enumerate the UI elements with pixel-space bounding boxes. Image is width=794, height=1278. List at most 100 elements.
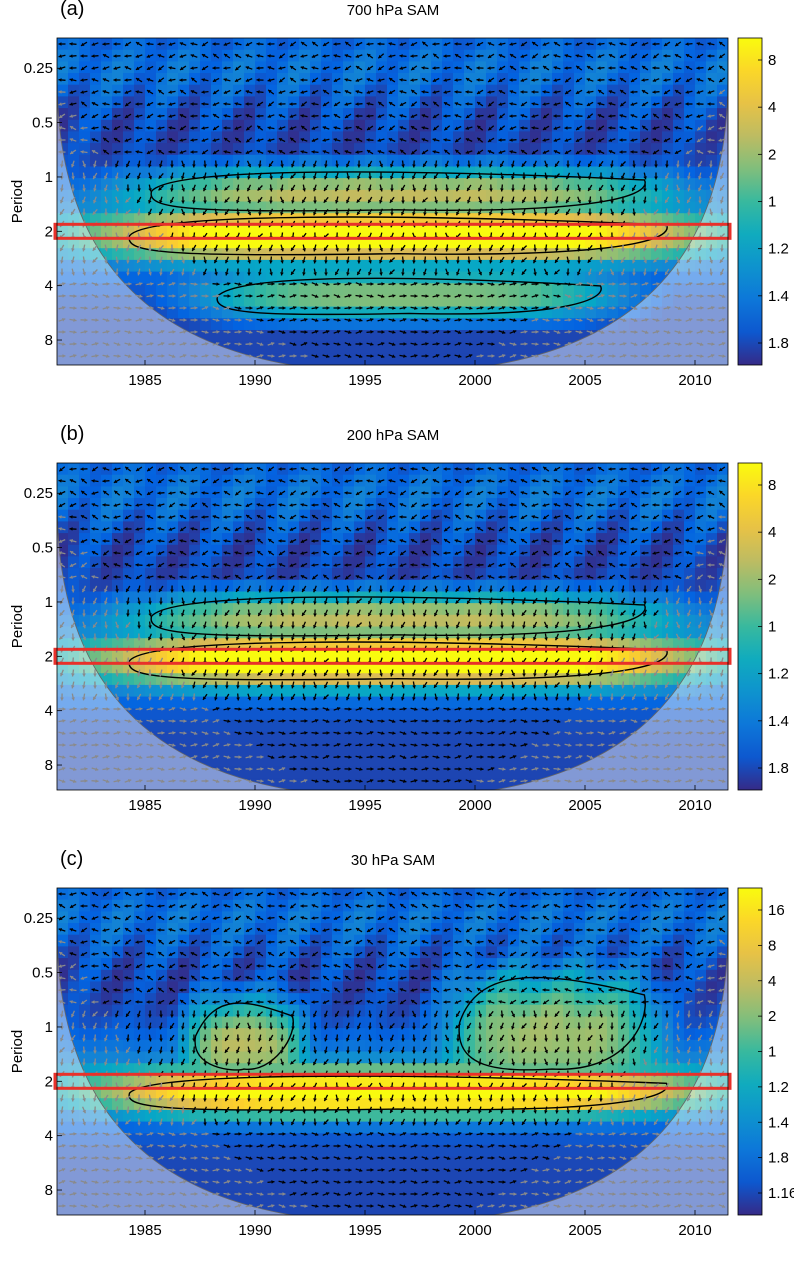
phase-arrowhead: [641, 78, 645, 82]
power-cell: [684, 61, 696, 74]
phase-arrowhead: [643, 211, 647, 216]
power-cell: [200, 353, 212, 365]
phase-arrowhead: [566, 260, 570, 264]
phase-arrowhead: [247, 163, 251, 168]
power-cell: [387, 213, 399, 226]
phase-arrowhead: [389, 199, 394, 203]
phase-arrowhead: [455, 54, 459, 58]
phase-arrowhead: [619, 42, 623, 46]
phase-arrowhead: [260, 318, 264, 322]
power-cell: [387, 259, 399, 273]
power-cell: [541, 84, 553, 97]
phase-arrowhead: [280, 199, 284, 204]
power-cell: [398, 201, 410, 214]
phase-arrowhead: [322, 150, 327, 154]
power-cell: [508, 294, 520, 308]
power-cell: [123, 73, 135, 86]
power-cell: [211, 131, 223, 144]
power-cell: [145, 131, 157, 144]
phase-arrowhead: [313, 200, 317, 204]
phase-arrowhead: [291, 259, 295, 263]
power-cell: [167, 213, 179, 226]
power-cell: [332, 271, 344, 284]
power-cell: [530, 318, 542, 331]
power-cell: [629, 178, 641, 191]
power-cell: [387, 108, 399, 121]
phase-arrowhead: [457, 294, 462, 298]
phase-arrowhead: [579, 306, 583, 310]
power-cell: [222, 73, 234, 86]
phase-arrowhead: [557, 354, 561, 358]
power-cell: [673, 143, 685, 156]
power-cell: [255, 166, 267, 179]
power-cell: [464, 154, 476, 168]
phase-arrowhead: [256, 150, 261, 154]
power-cell: [310, 108, 322, 121]
phase-arrowhead: [412, 212, 416, 216]
power-cell: [134, 341, 146, 354]
power-cell: [442, 201, 454, 214]
phase-arrowhead: [434, 272, 438, 276]
phase-arrowhead: [192, 271, 196, 276]
power-cell: [519, 166, 531, 179]
phase-arrowhead: [597, 78, 601, 82]
phase-arrowhead: [488, 102, 492, 107]
phase-arrowhead: [302, 272, 306, 276]
power-cell: [717, 131, 728, 144]
phase-arrowhead: [544, 188, 548, 192]
power-cell: [178, 259, 190, 273]
power-cell: [288, 96, 300, 109]
phase-arrowhead: [544, 176, 548, 180]
power-cell: [200, 131, 212, 144]
power-cell: [310, 353, 322, 365]
phase-arrowhead: [93, 175, 97, 179]
phase-arrowhead: [521, 42, 525, 46]
power-cell: [79, 189, 91, 203]
phase-arrowhead: [115, 248, 119, 252]
phase-arrowhead: [665, 188, 669, 192]
power-cell: [398, 259, 410, 273]
power-cell: [222, 259, 234, 273]
phase-arrowhead: [249, 342, 253, 346]
phase-arrowhead: [125, 42, 129, 46]
phase-arrowhead: [675, 114, 679, 118]
phase-arrowhead: [257, 125, 261, 130]
phase-arrowhead: [60, 272, 64, 276]
power-cell: [552, 119, 564, 133]
power-cell: [464, 119, 476, 133]
cone-of-influence: [57, 38, 728, 365]
power-cell: [68, 353, 80, 365]
phase-arrowhead: [344, 138, 348, 142]
power-cell: [145, 119, 157, 133]
power-cell: [629, 119, 641, 133]
power-cell: [211, 178, 223, 191]
power-cell: [200, 341, 212, 354]
phase-arrowhead: [260, 354, 264, 358]
power-cell: [167, 96, 179, 109]
power-cell: [453, 271, 465, 284]
power-cell: [497, 143, 509, 156]
power-cell: [673, 283, 685, 296]
power-cell: [365, 259, 377, 273]
phase-arrowhead: [269, 211, 273, 216]
power-cell: [640, 131, 652, 144]
power-cell: [288, 224, 300, 238]
power-cell: [387, 341, 399, 354]
phase-arrowhead: [554, 175, 558, 179]
phase-arrowhead: [533, 212, 537, 216]
phase-arrowhead: [410, 114, 415, 118]
power-cell: [563, 213, 575, 226]
power-cell: [629, 84, 641, 97]
power-cell: [475, 108, 487, 121]
phase-arrowhead: [161, 354, 165, 358]
power-cell: [112, 341, 124, 354]
phase-arrowhead: [544, 248, 548, 252]
power-cell: [200, 306, 212, 319]
phase-arrowhead: [381, 294, 385, 298]
phase-arrowhead: [190, 102, 194, 106]
phase-arrowhead: [544, 259, 548, 264]
power-cell: [57, 108, 69, 121]
power-cell: [519, 248, 531, 261]
phase-arrowhead: [356, 199, 361, 203]
phase-arrowhead: [150, 294, 154, 298]
